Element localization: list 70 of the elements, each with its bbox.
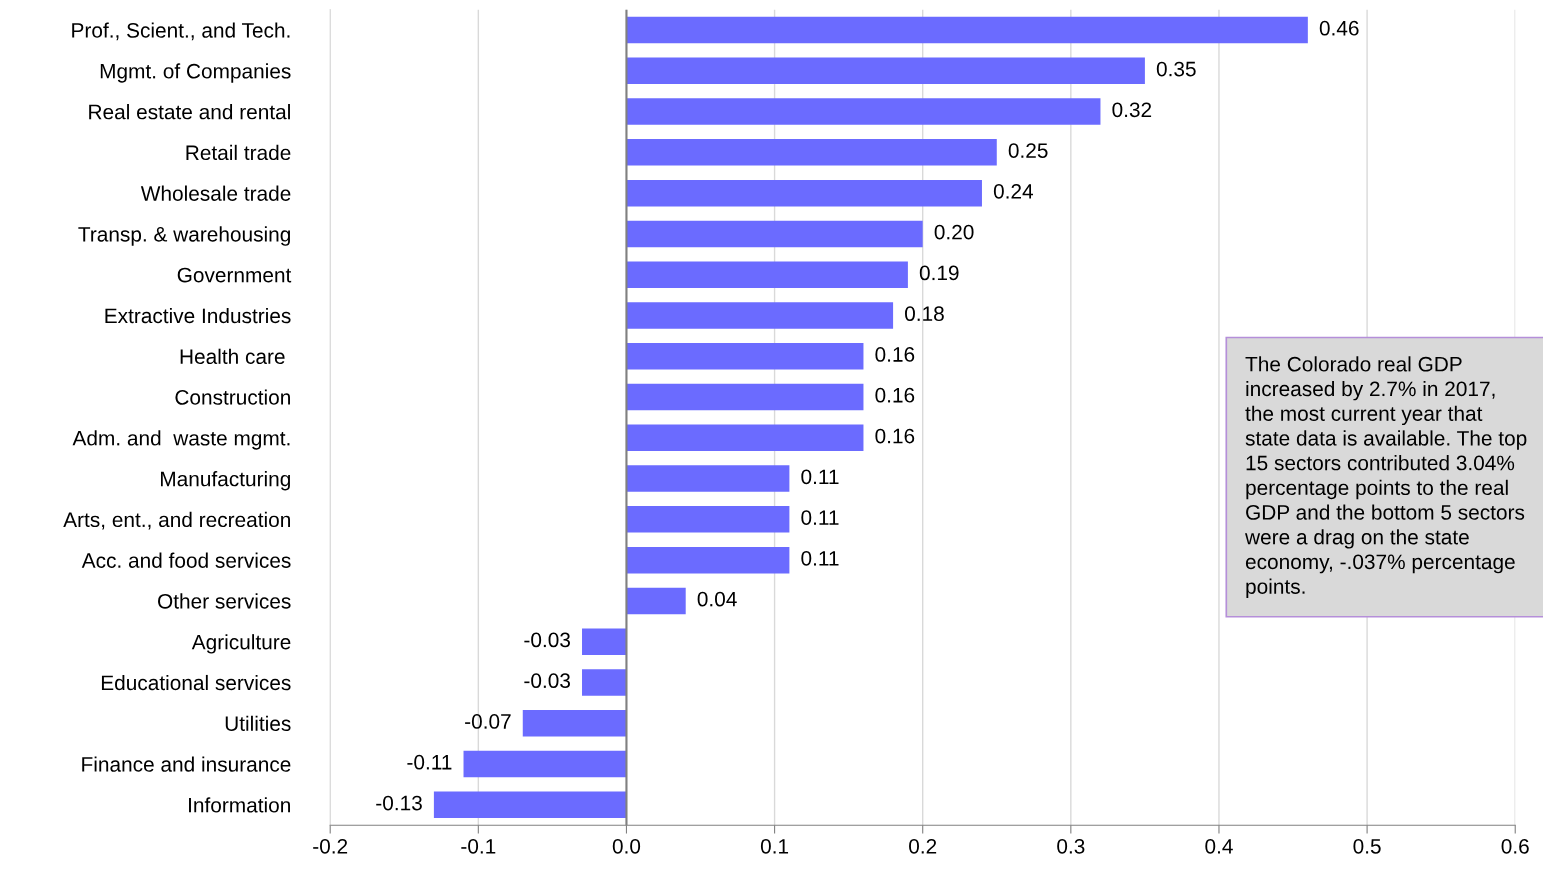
y-tick-label: Agriculture [191, 634, 291, 654]
bar [626, 342, 864, 370]
bar [582, 628, 627, 655]
y-tick-label: Utilities [225, 715, 291, 731]
y-tick-label: Mgmt. of Companies [100, 63, 291, 83]
y-tick-label: Extractive Industries [105, 307, 291, 324]
data-label: -0.03 [524, 673, 570, 689]
x-tick-label: 0.6 [1501, 838, 1529, 854]
y-tick-label: Manufacturing [161, 471, 290, 491]
y-tick-label: Prof., Scient., and Tech. [72, 22, 290, 41]
bar [626, 424, 864, 452]
bar [626, 302, 894, 329]
bar [626, 220, 923, 248]
y-tick-label: Real estate and rental [89, 104, 290, 120]
data-label: -0.03 [524, 632, 570, 648]
data-label: 0.24 [993, 183, 1034, 199]
y-tick-label: Retail trade [186, 144, 291, 161]
bar [626, 261, 908, 288]
data-label: 0.16 [875, 428, 915, 444]
y-tick-label: Finance and insurance [82, 756, 291, 772]
data-label: 0.11 [801, 550, 839, 566]
data-label: 0.04 [697, 591, 737, 607]
data-label: 0.16 [875, 387, 915, 403]
text: The Colorado real GDP increased by 2.7% in 2017, the most current year that state data is available. The top 15 sectors contributed 3.04% percentage points to the real GDP and the bottom 5 sectors were a drag on the state economy, -.037% percentage points. [1245, 356, 1527, 599]
x-tick-label: -0.2 [313, 838, 348, 854]
data-label: -0.11 [407, 754, 452, 770]
data-label: 0.20 [934, 224, 974, 240]
bar [626, 383, 864, 411]
y-tick-label: Other services [158, 593, 291, 609]
data-label: 0.11 [801, 510, 839, 525]
bar [626, 179, 982, 207]
x-tick-label: 0.3 [1057, 838, 1085, 854]
bar [626, 139, 997, 166]
y-tick-label: Health care [180, 348, 285, 364]
x-tick-label: 0.0 [612, 838, 641, 854]
y-tick-label: Government [177, 267, 292, 283]
data-label: -0.07 [465, 714, 511, 729]
data-label: 0.16 [875, 347, 915, 362]
data-label: 0.32 [1112, 102, 1152, 118]
x-tick-label: 0.4 [1205, 838, 1233, 854]
y-tick-label: Adm. and waste mgmt. [72, 430, 290, 450]
x-tick-label: 0.1 [760, 838, 789, 854]
bar [463, 750, 627, 778]
data-label: 0.11 [801, 469, 839, 485]
x-tick-label: 0.2 [909, 838, 937, 854]
y-tick-label: Acc. and food services [81, 552, 291, 568]
y-tick-label: Wholesale trade [140, 185, 291, 201]
bar [433, 791, 627, 819]
x-tick-label: -0.1 [461, 838, 496, 854]
bar [626, 546, 790, 574]
data-label: 0.18 [905, 306, 944, 322]
y-tick-label: Transp. & warehousing [78, 226, 290, 246]
data-label: 0.25 [1008, 143, 1048, 158]
bar [582, 669, 627, 696]
data-label: -0.13 [376, 795, 422, 811]
data-label: 0.46 [1319, 20, 1359, 36]
bar [626, 506, 790, 533]
bar [626, 465, 790, 492]
data-label: 0.35 [1156, 61, 1196, 77]
data-label: 0.19 [919, 265, 959, 281]
x-tick-label: 0.5 [1353, 838, 1381, 854]
y-tick-label: Educational services [101, 674, 291, 691]
y-tick-label: Construction [175, 389, 290, 405]
bar [626, 57, 1145, 85]
y-tick-label: Information [189, 797, 290, 813]
bar [522, 709, 627, 737]
y-tick-label: Arts, ent., and recreation [63, 511, 290, 530]
bar [626, 98, 1101, 125]
bar [626, 16, 1308, 44]
bar [626, 587, 686, 615]
